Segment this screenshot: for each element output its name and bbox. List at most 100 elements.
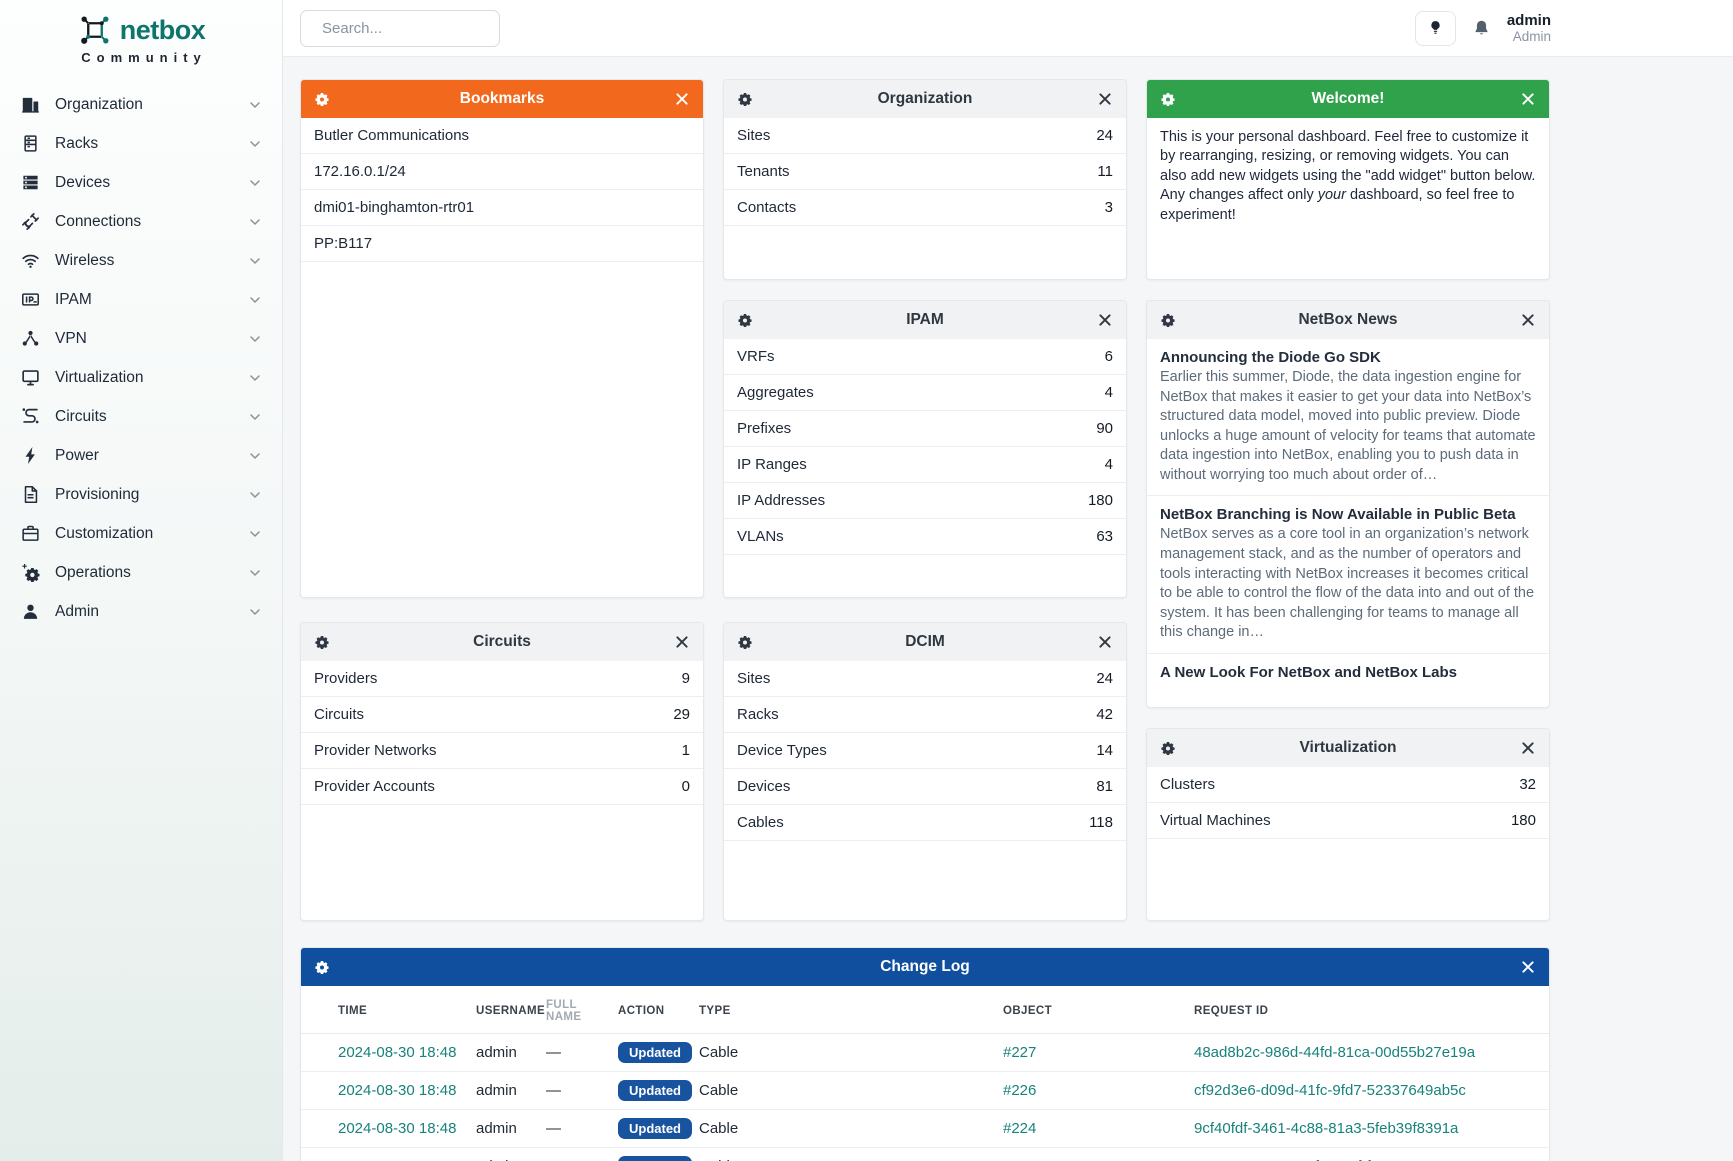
sidebar-item-power[interactable]: Power [0, 436, 282, 475]
stat-row[interactable]: Clusters 32 [1147, 767, 1549, 803]
stat-row[interactable]: Providers 9 [301, 661, 703, 697]
news-item-title[interactable]: NetBox Branching is Now Available in Pub… [1160, 506, 1516, 524]
chevron-down-icon [249, 413, 261, 421]
changelog-request-id-link[interactable]: cf92d3e6-d09d-41fc-9fd7-52337649ab5c [1194, 1082, 1466, 1099]
widget-dcim: DCIM Sites 24 Racks 42 Device Types 14 Devices… [723, 622, 1127, 921]
changelog-object-link[interactable]: #224 [1003, 1158, 1036, 1161]
stat-row[interactable]: Device Types 14 [724, 733, 1126, 769]
widget-close-button[interactable] [670, 630, 694, 654]
sidebar-item-devices[interactable]: Devices [0, 163, 282, 202]
stat-row[interactable]: Racks 42 [724, 697, 1126, 733]
stat-row[interactable]: IP Ranges 4 [724, 447, 1126, 483]
changelog-time-link[interactable]: 2024-08-30 18:48 [338, 1082, 457, 1099]
changelog-row: 2024-08-30 18:48 admin — Updated Cable #224 9c… [301, 1109, 1549, 1148]
news-item: Announcing the Diode Go SDK Earlier this … [1147, 339, 1549, 495]
changelog-request-id-link[interactable]: 48ad8b2c-986d-44fd-81ca-00d55b27e19a [1194, 1044, 1476, 1061]
widget-config-button[interactable] [1156, 308, 1180, 332]
user-icon [21, 602, 40, 621]
widget-close-button[interactable] [1516, 736, 1540, 760]
bookmark-link[interactable]: dmi01-binghamton-rtr01 [301, 190, 703, 226]
widget-close-button[interactable] [1516, 308, 1540, 332]
sidebar-item-virtualization[interactable]: Virtualization [0, 358, 282, 397]
widget-config-button[interactable] [310, 87, 334, 111]
stat-row[interactable]: Prefixes 90 [724, 411, 1126, 447]
stat-row[interactable]: VRFs 6 [724, 339, 1126, 375]
news-item-title[interactable]: Announcing the Diode Go SDK [1160, 349, 1381, 366]
changelog-request-id-link[interactable]: 7c3c4c3c-ccc9-47f2-996f-f99391c997c3 [1194, 1158, 1461, 1161]
widget-config-button[interactable] [310, 630, 334, 654]
sidebar-item-admin[interactable]: Admin [0, 592, 282, 631]
widget-config-button[interactable] [1156, 736, 1180, 760]
changelog-object-link[interactable]: #226 [1003, 1082, 1037, 1099]
stat-row[interactable]: IP Addresses 180 [724, 483, 1126, 519]
changelog-object-link[interactable]: #224 [1003, 1120, 1037, 1137]
monitor-icon [21, 368, 40, 387]
bookmark-link[interactable]: 172.16.0.1/24 [301, 154, 703, 190]
stat-row[interactable]: Sites 24 [724, 118, 1126, 154]
widget-config-button[interactable] [1156, 87, 1180, 111]
virtualization-stats: Clusters 32 Virtual Machines 180 [1147, 767, 1549, 920]
widget-close-button[interactable] [670, 87, 694, 111]
widget-config-button[interactable] [310, 955, 334, 979]
stat-row[interactable]: Provider Accounts 0 [301, 769, 703, 805]
changelog-time-link[interactable]: 2024-08-30 18:48 [338, 1044, 457, 1061]
stat-value: 81 [1096, 778, 1113, 795]
search-box[interactable] [300, 9, 521, 47]
stat-row[interactable]: Tenants 11 [724, 154, 1126, 190]
stat-row[interactable]: Cables 118 [724, 805, 1126, 841]
stat-row[interactable]: Provider Networks 1 [301, 733, 703, 769]
changelog-request-id-link[interactable]: 9cf40fdf-3461-4c88-81a3-5feb39f8391a [1194, 1120, 1459, 1137]
gear-icon [1161, 741, 1175, 755]
search-input[interactable] [322, 19, 521, 37]
sidebar-item-vpn[interactable]: VPN [0, 319, 282, 358]
stat-label: Prefixes [737, 420, 792, 437]
widget-config-button[interactable] [733, 630, 757, 654]
changelog-row: 2024-08-30 18:47 admin — Updated Cable #224 7c… [301, 1147, 1549, 1161]
stat-value: 4 [1104, 456, 1113, 473]
widget-close-button[interactable] [1516, 955, 1540, 979]
bookmark-link[interactable]: PP:B117 [301, 226, 703, 262]
stat-row[interactable]: Circuits 29 [301, 697, 703, 733]
widget-close-button[interactable] [1093, 630, 1117, 654]
stat-row[interactable]: Aggregates 4 [724, 375, 1126, 411]
sidebar-item-connections[interactable]: Connections [0, 202, 282, 241]
sidebar-item-organization[interactable]: Organization [0, 85, 282, 124]
stat-row[interactable]: Contacts 3 [724, 190, 1126, 226]
sidebar-item-racks[interactable]: Racks [0, 124, 282, 163]
sidebar-item-customization[interactable]: Customization [0, 514, 282, 553]
sidebar-item-wireless[interactable]: Wireless [0, 241, 282, 280]
widget-config-button[interactable] [733, 308, 757, 332]
changelog-time-link[interactable]: 2024-08-30 18:48 [338, 1120, 457, 1137]
news-item-title[interactable]: A New Look For NetBox and NetBox Labs [1160, 663, 1457, 681]
widget-welcome: Welcome! This is your personal dashboard… [1146, 79, 1550, 280]
changelog-type: Cable [699, 1120, 739, 1137]
user-menu[interactable]: admin Admin [1507, 12, 1551, 45]
changelog-object-link[interactable]: #227 [1003, 1044, 1037, 1061]
stat-row[interactable]: Devices 81 [724, 769, 1126, 805]
widget-title: Bookmarks [459, 90, 545, 107]
news-item: A New Look For NetBox and NetBox Labs [1147, 652, 1549, 693]
sidebar-item-ipam[interactable]: IPAM [0, 280, 282, 319]
widget-close-button[interactable] [1516, 87, 1540, 111]
changelog-column-header: FULL NAME [546, 986, 618, 1034]
gear-icon [738, 92, 752, 106]
widget-close-button[interactable] [1093, 308, 1117, 332]
sidebar-item-provisioning[interactable]: Provisioning [0, 475, 282, 514]
sidebar-item-circuits[interactable]: Circuits [0, 397, 282, 436]
sidebar-item-operations[interactable]: Operations [0, 553, 282, 592]
stat-row[interactable]: Sites 24 [724, 661, 1126, 697]
news-item-body: Earlier this summer, Diode, the data ing… [1160, 369, 1536, 483]
bookmark-link[interactable]: Butler Communications [301, 118, 703, 154]
stat-row[interactable]: VLANs 63 [724, 519, 1126, 555]
stat-row[interactable]: Virtual Machines 180 [1147, 803, 1549, 839]
briefcase-icon [21, 524, 40, 543]
server-icon [21, 173, 40, 192]
changelog-time-link[interactable]: 2024-08-30 18:47 [338, 1158, 456, 1161]
widget-close-button[interactable] [1093, 87, 1117, 111]
notifications-bell-icon[interactable] [1473, 19, 1490, 38]
widget-netbox-news: NetBox News Announcing the Diode Go SDK E… [1146, 300, 1550, 708]
stat-value: 3 [1104, 199, 1113, 216]
widget-config-button[interactable] [733, 87, 757, 111]
stat-label: Racks [737, 706, 779, 723]
dark-mode-toggle-button[interactable] [1414, 10, 1456, 46]
